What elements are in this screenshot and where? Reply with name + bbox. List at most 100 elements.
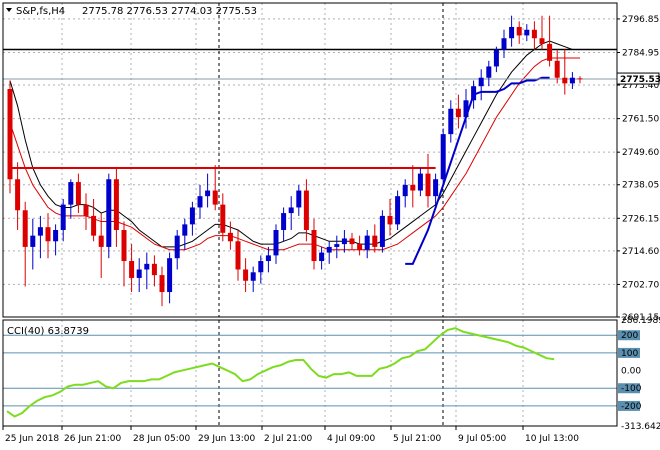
candle-body [227,232,233,242]
price-tick-label: 2738.05 [622,181,659,191]
candle [509,15,515,47]
candle-body [357,244,363,250]
candle-body [30,235,36,247]
candle [341,230,347,253]
candle-body [311,230,317,262]
chevron-down-icon[interactable] [6,8,12,12]
candle-body [189,207,195,225]
candle [455,94,461,129]
candle [539,15,545,50]
candle [486,60,492,87]
candle [471,80,477,109]
price-tick-label: 2773.40 [622,81,659,91]
candle [547,15,553,67]
candle [433,173,439,208]
candle-body [296,190,302,208]
candle-body [7,89,13,180]
candle-body [524,29,530,36]
candle [281,207,287,242]
candle [53,224,59,256]
candle-body [509,26,515,39]
candle [129,244,135,293]
candle [37,215,43,259]
candle [303,179,309,242]
candle [136,258,142,293]
symbol-label: S&P,fs,H4 [16,6,65,17]
candle-body [106,179,112,247]
candle [212,165,218,211]
candle [22,201,28,287]
candle-body [45,227,51,242]
last-price-badge: 2775.53 [616,72,660,85]
candle [151,255,157,287]
candle [273,224,279,264]
candle-body [60,204,66,231]
time-tick-label: 28 Jun 05:00 [133,434,190,444]
candle-body [288,207,294,214]
candle [144,252,150,290]
candle-body [75,182,81,205]
candle [440,128,446,185]
ohlc-readout: 2775.78 2776.53 2774.03 2775.53 [82,6,257,17]
candle-body [91,215,97,236]
cci-level-badge [618,400,640,411]
price-overlays [3,40,617,265]
candle [83,193,89,231]
cci-panel-frame [2,319,618,427]
candle [516,21,522,44]
candle-body [281,213,287,231]
candle-body [37,227,43,236]
candle [577,76,583,84]
candle [205,173,211,208]
candles [7,15,583,307]
candle [349,232,355,250]
candle [7,80,13,194]
candle [250,266,256,293]
candle-body [433,179,439,197]
candle [569,72,575,90]
candle-body [531,29,537,39]
candle-body [387,215,393,225]
time-axis: 25 Jun 2018 26 Jun 21:00 28 Jun 05:00 29 Ju… [2,426,579,444]
price-tick-label: 2749.60 [622,148,659,158]
candle-body [319,252,325,262]
candle [296,184,302,216]
time-tick-label: 29 Jun 13:00 [198,434,255,444]
last-price-value: 2775.53 [620,75,660,85]
candle [364,230,370,259]
candle-body [455,108,461,118]
candle-body [273,230,279,256]
candle [159,266,165,307]
candle-body [402,184,408,197]
candle-body [159,275,165,293]
candle-body [547,43,553,61]
candle [319,246,325,270]
chart-header: S&P,fs,H4 2775.78 2776.53 2774.03 2775.5… [6,6,257,17]
price-tick-label: 2761.50 [622,115,659,125]
candle [311,218,317,270]
candle [387,198,393,236]
candle [478,69,484,101]
price-panel-frame [2,2,618,318]
time-tick-label: 4 Jul 09:00 [327,434,376,444]
candle-body [220,204,226,233]
candle-body [486,66,492,78]
candle-body [98,235,104,247]
candle [167,252,173,304]
candle-body [129,261,135,278]
candle-body [167,258,173,293]
support-step-line [405,76,550,265]
candle [334,235,340,259]
candle-body [372,235,378,247]
cci-tick-label: -100 [621,384,642,394]
candle-body [53,230,59,242]
candle-body [326,246,332,253]
candle-body [562,77,568,84]
candle [243,258,249,293]
cci-label: CCI(40) 63.8739 [7,326,89,337]
cci-levels [3,334,617,407]
candle [60,198,66,242]
candle [75,173,81,214]
candle-body [15,179,21,211]
